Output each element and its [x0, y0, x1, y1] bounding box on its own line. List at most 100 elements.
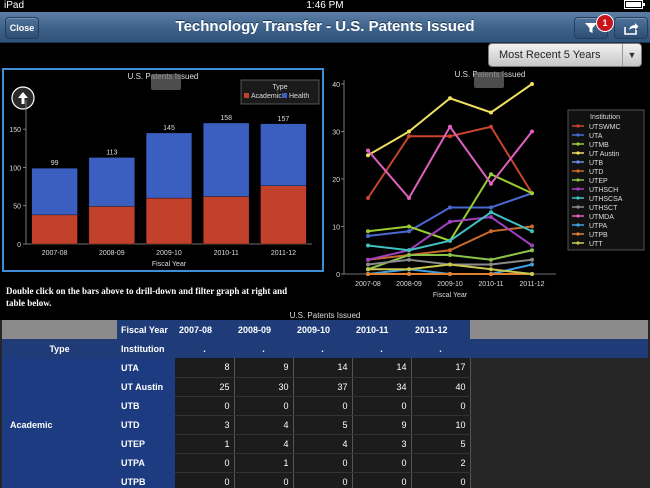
data-point	[489, 215, 493, 219]
value-cell: 40	[411, 377, 471, 397]
data-point	[448, 134, 452, 139]
data-point	[489, 272, 493, 276]
institution-label[interactable]: UTPB	[117, 472, 175, 488]
bar-chart[interactable]: U.S. Patents IssuedTypeAcademicHealth050…	[4, 70, 322, 270]
legend-box	[240, 79, 320, 105]
legend-label: UT Austin	[589, 151, 619, 158]
legend-marker	[576, 169, 580, 173]
x-tick-label: 2009-10	[437, 281, 463, 288]
value-cell: 30	[234, 377, 294, 397]
data-point	[366, 257, 370, 262]
nav-bar: Close Technology Transfer - U.S. Patents…	[0, 12, 650, 43]
data-point	[407, 134, 411, 139]
value-cell: 4	[234, 434, 294, 454]
clock: 1:46 PM	[306, 0, 344, 11]
value-cell: 3	[352, 434, 412, 454]
header-spacer	[2, 320, 117, 339]
bar-segment-academic[interactable]	[31, 214, 78, 245]
legend-marker	[576, 124, 580, 128]
data-point	[448, 238, 452, 243]
table-row[interactable]: UTPA 0 1 0 0 2	[2, 453, 648, 473]
institution-label[interactable]: UTEP	[117, 434, 175, 453]
legend-label: Health	[289, 93, 309, 100]
legend-label: Academic	[251, 93, 282, 100]
line-chart[interactable]: U.S. Patents Issued0102030402007-082008-…	[332, 68, 648, 308]
institution-label[interactable]: UTD	[117, 415, 175, 434]
value-cell: 5	[411, 434, 471, 454]
x-tick-label: 2009-10	[156, 250, 182, 257]
table-row[interactable]: Academic UTA 8 9 14 14 17	[2, 358, 648, 488]
battery-icon	[624, 0, 646, 13]
legend-marker	[576, 151, 580, 155]
bar-segment-health[interactable]	[203, 122, 250, 197]
close-button[interactable]: Close	[5, 17, 39, 39]
bar-segment-academic[interactable]	[203, 196, 250, 245]
value-cell: 0	[352, 472, 412, 488]
institution-label[interactable]: UT Austin	[117, 377, 175, 396]
line-chart-panel[interactable]: U.S. Patents Issued0102030402007-082008-…	[332, 68, 648, 308]
value-cell: 25	[175, 377, 235, 397]
institution-label[interactable]: UTA	[117, 358, 175, 377]
bar-segment-academic[interactable]	[88, 206, 135, 245]
x-tick-label: 2008-09	[396, 281, 422, 288]
bar-segment-academic[interactable]	[145, 197, 193, 245]
data-point	[448, 124, 452, 129]
bar-segment-health[interactable]	[260, 123, 307, 186]
legend-label: UTD	[589, 169, 603, 176]
legend-marker	[576, 223, 580, 227]
table-row[interactable]: UTPB 0 0 0 0 0	[2, 472, 648, 488]
table-row[interactable]: UTD 3 4 5 9 10	[2, 415, 648, 435]
data-table: Fiscal Year 2007-08 2008-09 2009-10 2010…	[2, 320, 648, 488]
legend-label: UTMB	[589, 142, 609, 149]
value-cell: 17	[411, 358, 471, 378]
row-fill	[470, 396, 648, 415]
filter-tab-icon	[474, 72, 504, 88]
value-cell: 0	[352, 453, 412, 473]
legend-label: UTHSCH	[589, 187, 618, 194]
year-col-header[interactable]: 2009-10	[293, 320, 352, 339]
year-col-header[interactable]: 2008-09	[234, 320, 293, 339]
table-row[interactable]: UT Austin 25 30 37 34 40	[2, 377, 648, 397]
subheader-cell: .	[175, 339, 234, 358]
bar-segment-health[interactable]	[31, 168, 78, 216]
year-col-header[interactable]: 2010-11	[352, 320, 411, 339]
table-row[interactable]: UTB 0 0 0 0 0	[2, 396, 648, 416]
institution-label[interactable]: UTPA	[117, 453, 175, 472]
carrier-label: iPad	[4, 0, 25, 11]
y-tick-label: 50	[13, 204, 21, 211]
y-tick-label: 0	[17, 242, 21, 249]
x-tick-label: 2011-12	[271, 250, 296, 257]
value-cell: 3	[175, 415, 235, 435]
legend-marker	[576, 232, 580, 236]
year-col-header[interactable]: 2007-08	[175, 320, 234, 339]
legend-marker	[576, 214, 580, 218]
x-tick-label: 2008-09	[99, 250, 125, 257]
period-select[interactable]: Most Recent 5 Years ▼	[488, 43, 642, 67]
series-line-uthscsa	[367, 211, 533, 252]
bar-total-label: 158	[220, 115, 232, 122]
legend-label: UTA	[589, 133, 603, 140]
data-point	[448, 253, 452, 257]
data-point	[407, 267, 411, 272]
legend-label: UTSWMC	[589, 124, 621, 131]
institution-label[interactable]: UTB	[117, 396, 175, 415]
data-point	[448, 272, 452, 276]
data-point	[530, 272, 534, 276]
bar-segment-health[interactable]	[145, 132, 193, 199]
chevron-down-icon: ▼	[622, 44, 641, 66]
year-col-header[interactable]: 2011-12	[411, 320, 470, 339]
value-cell: 0	[293, 472, 353, 488]
legend-marker	[576, 178, 580, 182]
data-point	[366, 262, 370, 267]
data-point	[448, 219, 452, 224]
share-button[interactable]	[614, 17, 648, 39]
table-row[interactable]: UTEP 1 4 4 3 5	[2, 434, 648, 454]
bar-segment-academic[interactable]	[260, 185, 307, 245]
row-fill	[470, 453, 648, 472]
bar-chart-panel[interactable]: U.S. Patents IssuedTypeAcademicHealth050…	[2, 68, 324, 272]
group-label-academic[interactable]: Academic	[2, 358, 117, 488]
y-tick-label: 40	[332, 82, 340, 89]
bar-segment-health[interactable]	[88, 157, 135, 207]
data-point	[448, 262, 452, 267]
instructions-text: Double click on the bars above to drill-…	[6, 286, 288, 308]
